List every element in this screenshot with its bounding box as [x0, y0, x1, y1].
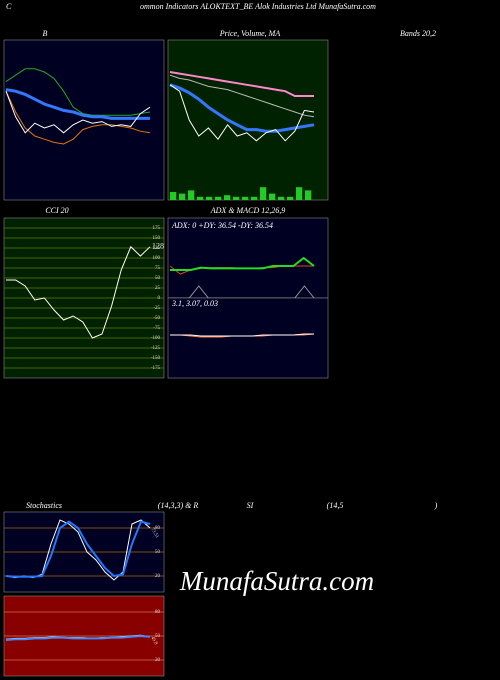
y-tick-label: 0: [158, 296, 161, 301]
series-line: [6, 245, 151, 339]
y-tick-label: 80: [155, 610, 161, 615]
volume-bar: [188, 190, 195, 200]
y-tick-label: 25: [155, 286, 161, 291]
series-line: [5, 90, 151, 145]
last-value-label: 128: [152, 242, 164, 251]
panel: [167, 39, 329, 201]
series-line: [5, 634, 151, 641]
y-tick-label: 125: [153, 246, 161, 251]
volume-bar: [233, 196, 240, 200]
volume-bar: [260, 187, 267, 200]
panel-title: CCI 20: [45, 206, 68, 215]
panel-subtitle: 3.1, 3.07, 0.03: [171, 299, 218, 308]
y-tick-label: 20: [155, 574, 161, 579]
watermark: MunafaSutra.com: [179, 566, 374, 596]
y-tick-label: 80: [155, 526, 161, 531]
volume-bar: [170, 192, 177, 200]
bands-title: Bands 20,2: [400, 29, 436, 38]
volume-bar: [287, 196, 294, 200]
y-tick-label: 50: [155, 634, 161, 639]
volume-bar: [296, 187, 303, 200]
panel-title: Price, Volume, MA: [219, 29, 281, 38]
series-line: [5, 68, 151, 116]
y-tick-label: 50: [155, 276, 161, 281]
header-letter: C: [6, 2, 12, 11]
y-tick-label: 100: [153, 256, 161, 261]
series-line: [169, 71, 314, 97]
rsi-params: (14,5: [327, 501, 344, 510]
series-line: [170, 256, 315, 271]
stoch-params: (14,3,3) & R: [158, 501, 199, 510]
y-tick-label: 175: [153, 226, 161, 231]
y-tick-label: 150: [153, 236, 161, 241]
volume-bar: [242, 196, 249, 200]
volume-bar: [269, 193, 276, 200]
y-tick-label: -25: [153, 306, 160, 311]
panel-subtitle: ADX: 0 +DY: 36.54 -DY: 36.54: [171, 221, 273, 230]
volume-bar: [206, 196, 213, 200]
y-tick-label: -75: [153, 326, 160, 331]
panel-title: ADX & MACD 12,26,9: [210, 206, 285, 215]
y-tick-label: -50: [153, 316, 160, 321]
volume-bar: [197, 196, 204, 200]
panel: [167, 217, 329, 299]
panel-title: B: [43, 29, 48, 38]
series-line: [5, 88, 150, 120]
y-tick-label: -150: [151, 356, 161, 361]
volume-bar: [251, 196, 258, 200]
close-paren: ): [434, 501, 438, 510]
volume-bar: [278, 196, 285, 200]
series-line: [169, 74, 315, 118]
header-title: ommon Indicators ALOKTEXT_BE Alok Indust…: [140, 2, 376, 11]
y-tick-label: -175: [151, 366, 161, 371]
volume-bar: [305, 190, 312, 200]
last-value-label: 49.8: [149, 636, 158, 647]
series-line: [169, 83, 315, 133]
volume-bar: [179, 193, 186, 200]
series-line: [5, 91, 151, 134]
series-line: [169, 84, 315, 142]
rsi-title: SI: [247, 501, 254, 510]
panel: [167, 297, 329, 379]
y-tick-label: 75: [155, 266, 161, 271]
y-tick-label: -125: [151, 346, 161, 351]
y-tick-label: -100: [151, 336, 161, 341]
volume-bar: [215, 196, 222, 200]
volume-bar: [224, 195, 231, 200]
y-tick-label: 50: [155, 550, 161, 555]
series-line: [170, 333, 314, 337]
series-line: [5, 520, 151, 578]
y-tick-label: 20: [155, 658, 161, 663]
stoch-title: Stochastics: [26, 501, 62, 510]
last-value-label: 73.51: [149, 527, 159, 540]
